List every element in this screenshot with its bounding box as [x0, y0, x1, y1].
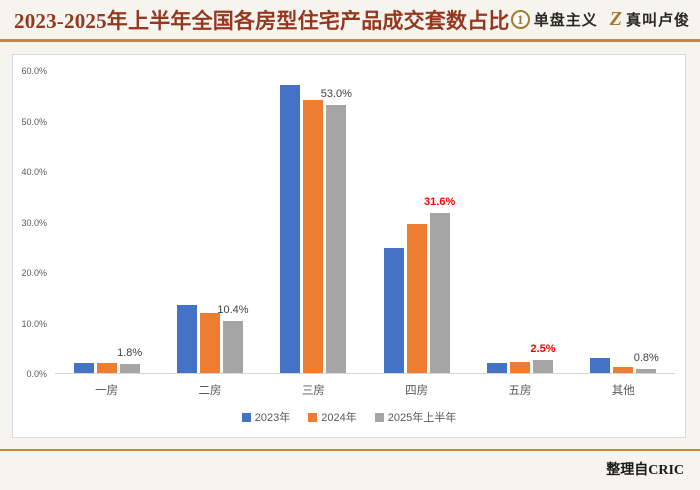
- data-label: 2.5%: [530, 343, 556, 356]
- x-axis-label: 五房: [508, 385, 532, 397]
- bar-2024年: [406, 224, 427, 373]
- chart-panel: 60.0% 50.0% 40.0% 30.0% 20.0% 10.0% 0.0% 1.8% 一…: [12, 54, 686, 438]
- legend-item: 2025年上半年: [374, 409, 457, 425]
- bar-2023年: [590, 357, 611, 373]
- bar-group-5: 2.5% 五房: [468, 71, 571, 397]
- bar-2025年上半年: [429, 213, 450, 373]
- bar-2024年: [303, 100, 324, 373]
- x-axis-label: 一房: [95, 385, 119, 397]
- legend-label: 2025年上半年: [387, 412, 457, 424]
- y-tick-label: 10.0%: [21, 318, 47, 329]
- bar-group-2: 10.4% 二房: [158, 71, 261, 397]
- bar-2024年: [199, 313, 220, 373]
- x-axis-label: 三房: [301, 385, 325, 397]
- y-tick-label: 50.0%: [21, 116, 47, 127]
- bar-2024年: [613, 366, 634, 373]
- y-tick-label: 0.0%: [26, 369, 47, 379]
- plot-area: 1.8% 一房 10.4% 二房 53.0% 三房 31.6% 四房 2.5% 五房 0.8% 其他: [55, 71, 675, 397]
- legend-marker-icon: [241, 412, 251, 422]
- bar-2025年上半年: [222, 320, 243, 373]
- page-title: 2023-2025年上半年全国各房型住宅产品成交套数占比: [14, 8, 510, 33]
- legend: 2023年 2024年 2025年上半年: [13, 409, 685, 425]
- legend-label: 2023年: [254, 412, 291, 424]
- brand-zhenjiaolujun: Z 真叫卢俊: [610, 8, 690, 31]
- legend-marker-icon: [374, 412, 384, 422]
- bar-group-4: 31.6% 四房: [365, 71, 468, 397]
- x-axis-label: 二房: [198, 385, 222, 397]
- brand-danpanzhuyi: 1 单盘主义: [510, 9, 598, 30]
- y-axis: 60.0% 50.0% 40.0% 30.0% 20.0% 10.0% 0.0%: [13, 66, 49, 379]
- x-axis-label: 其他: [611, 385, 635, 397]
- legend-item: 2024年: [308, 409, 357, 425]
- brand-zhenjiaolujun-label: 真叫卢俊: [625, 12, 690, 29]
- y-tick-label: 20.0%: [21, 268, 47, 278]
- bar-2023年: [176, 304, 197, 373]
- bar-2023年: [383, 247, 404, 373]
- legend-item: 2023年: [241, 409, 291, 425]
- data-label: 1.8%: [117, 346, 143, 359]
- y-tick-label: 60.0%: [21, 66, 47, 76]
- bar-2025年上半年: [326, 105, 347, 373]
- bar-2025年上半年: [119, 363, 140, 373]
- bar-2023年: [486, 362, 507, 373]
- bar-2023年: [280, 85, 301, 373]
- data-label: 0.8%: [633, 352, 659, 364]
- brand-logos: 1 单盘主义 Z 真叫卢俊: [510, 8, 690, 31]
- circle-one-icon: 1: [510, 10, 530, 29]
- legend-label: 2024年: [321, 412, 357, 424]
- bar-group-1: 1.8% 一房: [55, 71, 158, 397]
- z-logo-icon: Z: [609, 8, 622, 30]
- x-axis-label: 四房: [405, 385, 429, 397]
- bar-2023年: [73, 362, 94, 373]
- bar-group-6: 0.8% 其他: [572, 71, 675, 397]
- legend-marker-icon: [308, 412, 318, 422]
- header: 2023-2025年上半年全国各房型住宅产品成交套数占比 1 单盘主义 Z 真叫…: [0, 0, 700, 42]
- data-source-credit: 整理自CRIC: [606, 463, 684, 478]
- bar-2024年: [509, 362, 530, 373]
- data-label: 53.0%: [320, 88, 352, 101]
- brand-danpanzhuyi-label: 单盘主义: [533, 12, 598, 29]
- y-tick-label: 40.0%: [21, 167, 47, 177]
- bar-2025年上半年: [532, 360, 553, 373]
- bar-2025年上半年: [636, 369, 657, 373]
- data-label: 10.4%: [217, 303, 249, 316]
- bar-group-3: 53.0% 三房: [262, 71, 365, 397]
- data-label: 31.6%: [424, 196, 456, 209]
- footer-divider: [0, 449, 700, 451]
- bar-2024年: [96, 362, 117, 373]
- y-tick-label: 30.0%: [21, 217, 47, 228]
